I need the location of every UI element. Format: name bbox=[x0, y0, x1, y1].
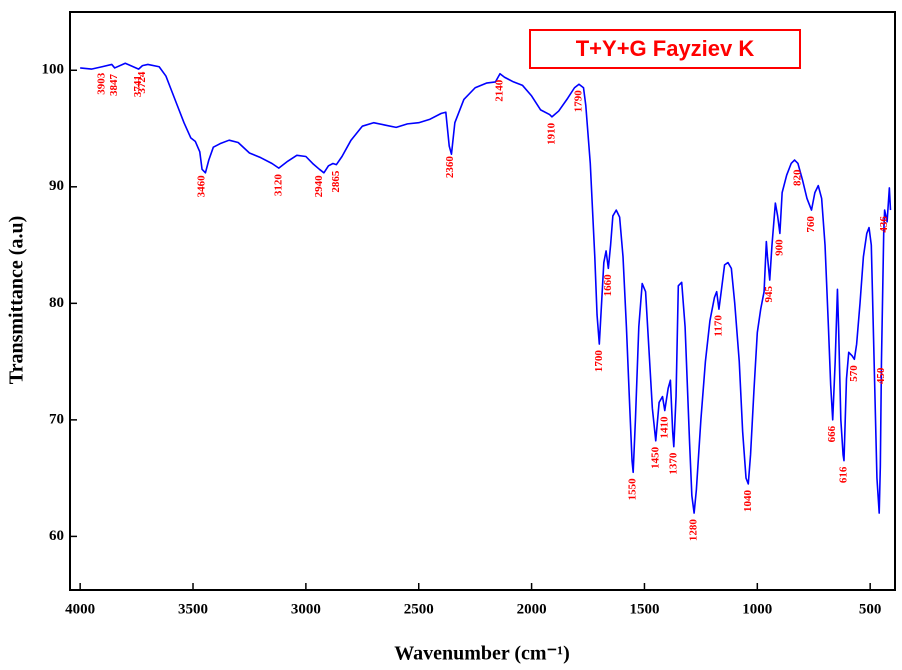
peak-label: 1370 bbox=[667, 452, 679, 475]
x-axis-label: Wavenumber (cm⁻¹) bbox=[394, 643, 570, 665]
x-tick-label: 2000 bbox=[517, 601, 547, 617]
peak-label: 1910 bbox=[545, 122, 557, 144]
x-tick-label: 1500 bbox=[629, 601, 659, 617]
x-tick-label: 2500 bbox=[404, 601, 434, 617]
peak-label: 3741 bbox=[132, 75, 144, 97]
x-tick-label: 3500 bbox=[178, 601, 208, 617]
peak-label: 1410 bbox=[658, 416, 670, 439]
peak-label: 2360 bbox=[444, 156, 456, 179]
peak-label: 820 bbox=[791, 169, 803, 186]
x-tick-label: 3000 bbox=[291, 601, 321, 617]
peak-label: 1040 bbox=[742, 489, 754, 512]
peak-label: 945 bbox=[763, 286, 775, 303]
peak-label: 1280 bbox=[688, 519, 700, 542]
y-tick-label: 80 bbox=[49, 295, 64, 311]
y-tick-label: 90 bbox=[49, 178, 64, 194]
title-box bbox=[529, 29, 801, 69]
peak-label: 616 bbox=[838, 466, 850, 483]
spectrum-line bbox=[80, 62, 892, 514]
plot-frame bbox=[69, 11, 896, 591]
peak-label: 436 bbox=[878, 216, 890, 233]
peak-label: 1170 bbox=[712, 315, 724, 337]
peak-label: 2140 bbox=[494, 79, 506, 102]
peak-label: 760 bbox=[805, 216, 817, 233]
peak-label: 1660 bbox=[602, 274, 614, 297]
peak-label: 3903 bbox=[96, 72, 108, 95]
chart-title: T+Y+G Fayziev K bbox=[576, 36, 755, 61]
x-tick-label: 1000 bbox=[742, 601, 772, 617]
peak-label: 2865 bbox=[330, 170, 342, 193]
peak-label: 1550 bbox=[627, 478, 639, 501]
peak-label: 2940 bbox=[313, 175, 325, 198]
peak-label: 450 bbox=[875, 367, 887, 384]
peak-label: 3460 bbox=[196, 175, 208, 198]
peak-label: 570 bbox=[848, 365, 860, 382]
y-tick-label: 60 bbox=[49, 528, 64, 544]
peak-label: 3120 bbox=[272, 174, 284, 197]
peak-label: 900 bbox=[773, 239, 785, 256]
peak-label: 666 bbox=[826, 425, 838, 442]
peak-label: 3847 bbox=[108, 73, 120, 96]
y-tick-label: 70 bbox=[49, 411, 64, 427]
y-tick-label: 100 bbox=[42, 62, 65, 78]
peak-label: 3724 bbox=[136, 71, 148, 94]
peak-label: 1700 bbox=[593, 350, 605, 373]
peak-label: 1450 bbox=[649, 446, 661, 469]
y-axis-label: Transmittance (a.u) bbox=[6, 216, 28, 385]
x-tick-label: 4000 bbox=[65, 601, 95, 617]
peak-label: 1790 bbox=[573, 90, 585, 113]
x-tick-label: 500 bbox=[859, 601, 882, 617]
